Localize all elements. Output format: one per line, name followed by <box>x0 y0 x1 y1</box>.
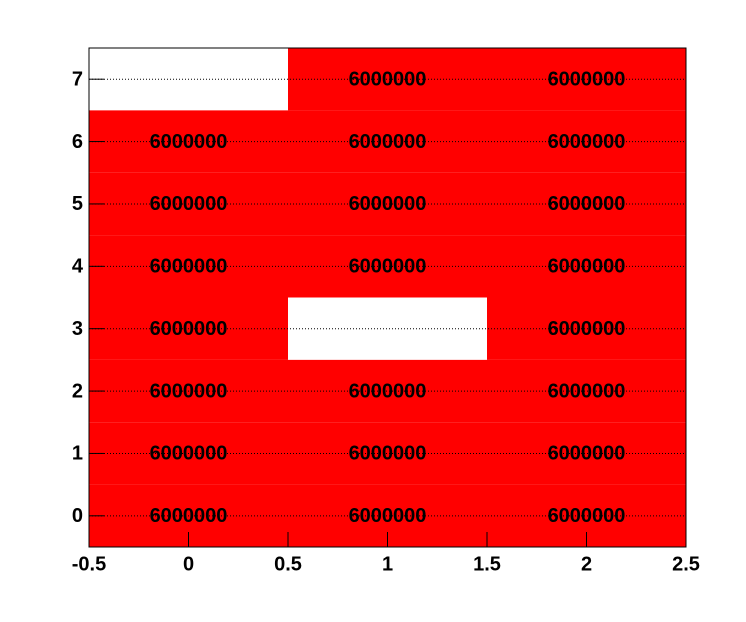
y-tick-label: 1 <box>72 443 83 465</box>
cell-label: 6000000 <box>150 505 228 527</box>
cell <box>288 48 487 111</box>
cell <box>487 359 686 423</box>
y-tick-label: 3 <box>72 318 83 340</box>
x-tick-label: 1.5 <box>473 553 501 575</box>
cell-label: 6000000 <box>349 131 427 153</box>
cell-label: 6000000 <box>349 505 427 527</box>
cell <box>487 110 686 173</box>
cell-label: 6000000 <box>349 193 427 215</box>
cell-label: 6000000 <box>548 193 626 215</box>
cell <box>288 422 487 485</box>
x-tick-label: 1 <box>382 553 393 575</box>
cell-label: 6000000 <box>349 380 427 402</box>
cell-label: 6000000 <box>150 380 228 402</box>
x-tick-label: 2 <box>581 553 592 575</box>
y-tick-label: 7 <box>72 68 83 90</box>
cell-label: 6000000 <box>349 256 427 278</box>
cell-label: 6000000 <box>150 443 228 465</box>
x-tick-label: -0.5 <box>72 553 106 575</box>
x-tick-label: 0 <box>183 553 194 575</box>
cell-label: 6000000 <box>349 68 427 90</box>
cell-label: 6000000 <box>548 68 626 90</box>
cell-label: 6000000 <box>548 443 626 465</box>
cell-label: 6000000 <box>150 256 228 278</box>
cell <box>487 297 686 360</box>
cell <box>487 422 686 485</box>
cell-label: 6000000 <box>150 193 228 215</box>
cell <box>288 110 487 173</box>
cell-label: 6000000 <box>349 443 427 465</box>
cell-label: 6000000 <box>150 131 228 153</box>
cell <box>288 172 487 236</box>
cell-label: 6000000 <box>548 380 626 402</box>
y-tick-label: 6 <box>72 131 83 153</box>
y-tick-label: 0 <box>72 505 83 527</box>
cell-label: 6000000 <box>548 256 626 278</box>
y-tick-label: 5 <box>72 193 83 215</box>
y-tick-label: 4 <box>72 256 84 278</box>
cell-label: 6000000 <box>548 318 626 340</box>
x-tick-label: 2.5 <box>672 553 700 575</box>
x-tick-label: 0.5 <box>274 553 302 575</box>
cell <box>487 172 686 236</box>
cell-label: 6000000 <box>150 318 228 340</box>
cell <box>288 359 487 423</box>
cell <box>487 235 686 298</box>
cell <box>487 48 686 111</box>
cell-label: 6000000 <box>548 131 626 153</box>
y-tick-label: 2 <box>72 380 83 402</box>
cell <box>288 235 487 298</box>
cell-label: 6000000 <box>548 505 626 527</box>
